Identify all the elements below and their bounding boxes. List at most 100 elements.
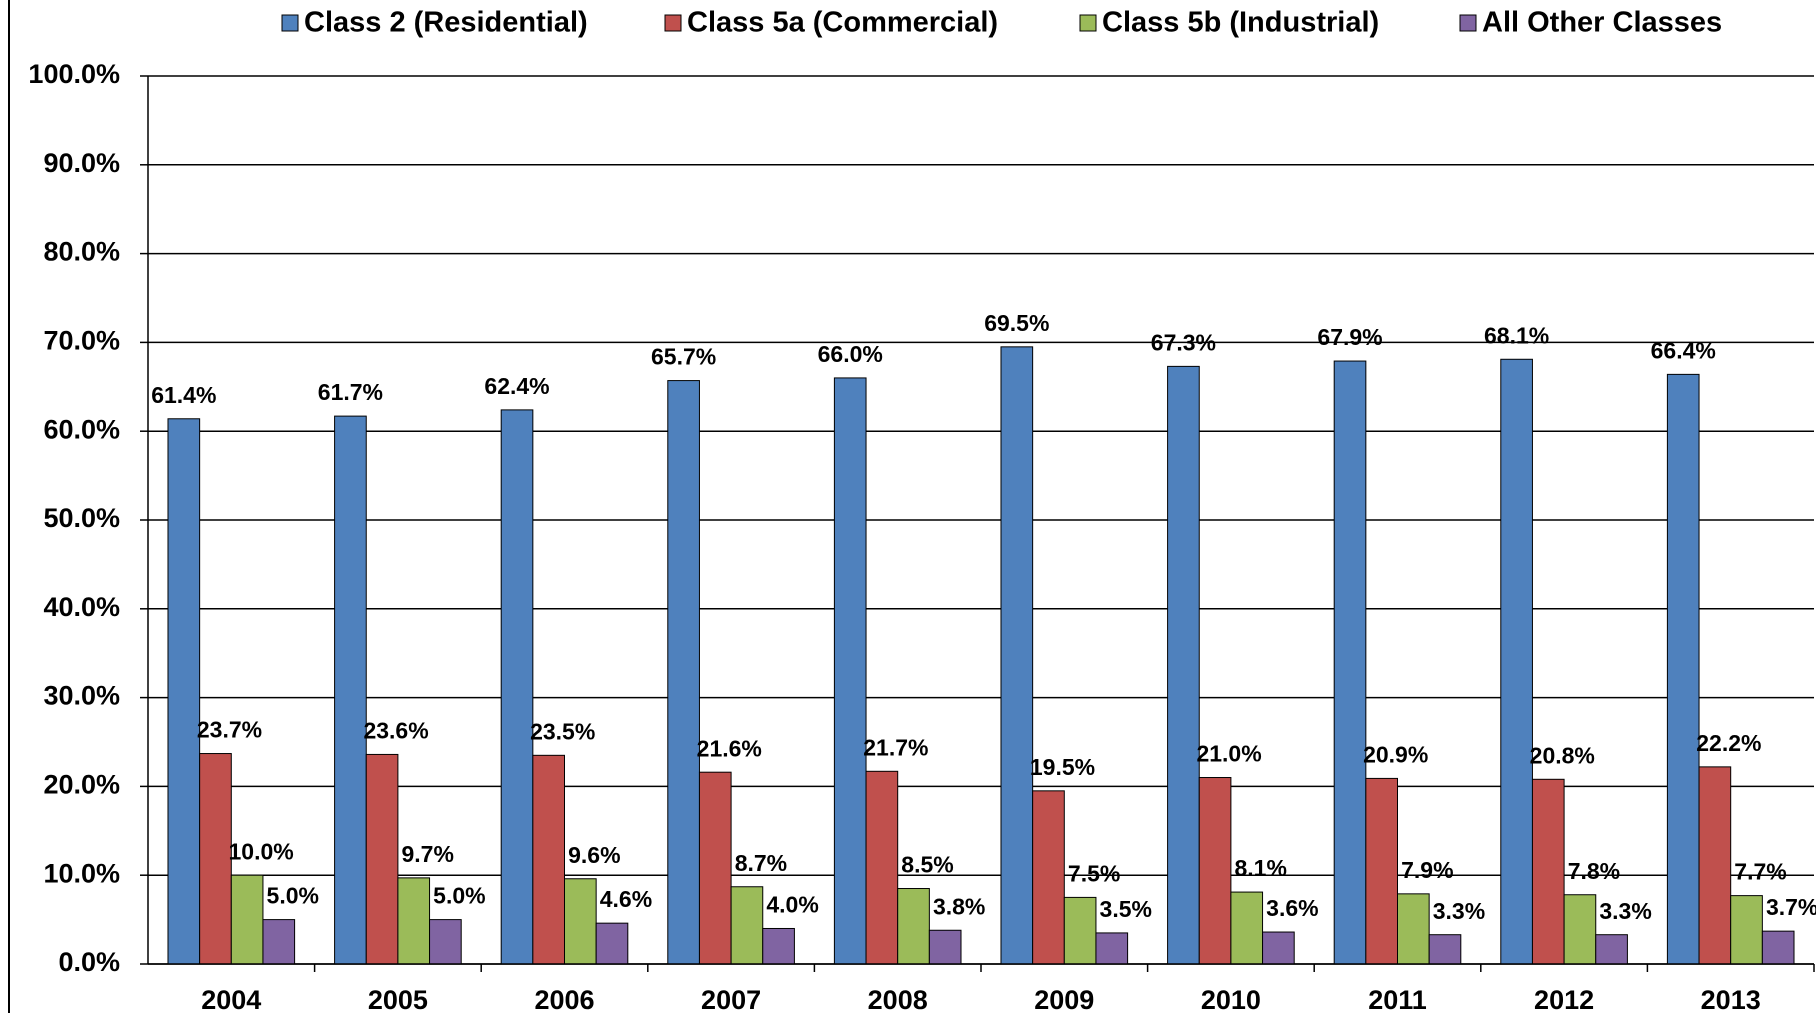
bar [865,770,899,965]
data-label: 8.1% [1235,855,1287,881]
data-label: 3.3% [1433,898,1485,924]
data-label: 7.7% [1734,859,1786,885]
y-tick-label: 20.0% [43,770,120,800]
data-label: 67.3% [1151,329,1216,355]
bar [1666,373,1700,965]
legend-swatch [664,14,682,32]
x-tick-label: 2004 [201,985,261,1013]
y-tick-label: 30.0% [43,681,120,711]
data-label: 3.7% [1766,894,1816,920]
y-tick-label: 50.0% [43,503,120,533]
x-tick-label: 2013 [1701,985,1761,1013]
data-label: 10.0% [229,838,294,864]
bar [1063,896,1097,965]
bar [1595,934,1628,965]
bar [928,929,962,965]
bar [365,753,399,965]
bar [230,874,264,965]
data-label: 7.9% [1401,857,1453,883]
data-label: 66.0% [818,341,883,367]
data-label: 19.5% [1030,754,1095,780]
bar [1563,894,1597,965]
data-label: 8.5% [901,852,953,878]
bar [762,927,795,965]
x-tick-label: 2007 [701,985,761,1013]
bar [1000,346,1034,965]
legend-swatch [1079,14,1097,32]
bar [1095,932,1129,965]
bar [1761,930,1795,965]
x-tick-label: 2011 [1368,985,1427,1013]
data-label: 3.8% [933,893,985,919]
bar [262,919,296,965]
y-tick-label: 60.0% [43,414,120,444]
bar [1500,358,1533,965]
data-label: 21.6% [697,735,762,761]
x-tick-label: 2008 [868,985,928,1013]
bar [1730,895,1763,965]
bar [1531,778,1565,965]
bar [1262,931,1295,965]
bar [199,753,232,965]
data-label: 20.8% [1530,742,1595,768]
data-label: 21.7% [863,734,928,760]
data-label: 21.0% [1196,741,1261,767]
bar [595,922,629,965]
data-label: 4.6% [600,886,652,912]
data-label: 7.8% [1568,858,1620,884]
data-label: 3.6% [1266,895,1318,921]
bar [429,919,462,965]
bar [667,380,700,965]
data-label: 9.7% [402,841,454,867]
data-label: 23.7% [197,717,262,743]
x-tick-label: 2012 [1534,985,1594,1013]
x-tick-label: 2010 [1201,985,1261,1013]
bar [698,771,732,965]
y-tick-label: 10.0% [43,858,120,888]
data-label: 23.6% [363,718,428,744]
x-tick-label: 2005 [368,985,428,1013]
bar [532,754,566,965]
bar [1365,777,1398,965]
bar [500,409,534,965]
bar [1397,893,1430,965]
data-label: 3.3% [1599,898,1651,924]
bar [833,377,867,965]
data-label: 3.5% [1100,896,1152,922]
data-label: 7.5% [1068,860,1120,886]
bar [334,415,367,965]
data-label: 5.0% [433,883,485,909]
data-label: 65.7% [651,344,716,370]
y-tick-label: 90.0% [43,148,120,178]
data-label: 68.1% [1484,322,1549,348]
bar [1230,891,1264,965]
bar [730,886,764,965]
x-tick-label: 2006 [534,985,594,1013]
bar [167,418,201,965]
data-label: 22.2% [1696,730,1761,756]
bar [1428,934,1462,965]
bar [897,888,930,965]
legend-label: Class 5b (Industrial) [1102,7,1379,39]
legend-swatch [1459,14,1477,32]
y-tick-label: 100.0% [28,59,120,89]
data-label: 67.9% [1317,324,1382,350]
bar [1333,360,1367,965]
data-label: 5.0% [267,883,319,909]
bar [1198,777,1232,965]
y-tick-label: 70.0% [43,326,120,356]
data-label: 61.7% [318,379,383,405]
data-label: 9.6% [568,842,620,868]
bar [1032,790,1065,965]
data-label: 8.7% [735,850,787,876]
legend-label: Class 5a (Commercial) [687,7,998,39]
y-tick-label: 40.0% [43,592,120,622]
legend-label: All Other Classes [1482,7,1722,39]
data-label: 69.5% [984,310,1049,336]
data-label: 61.4% [151,382,216,408]
bar [1698,766,1732,965]
bar [397,877,431,965]
data-label: 62.4% [484,373,549,399]
legend-swatch [281,14,299,32]
